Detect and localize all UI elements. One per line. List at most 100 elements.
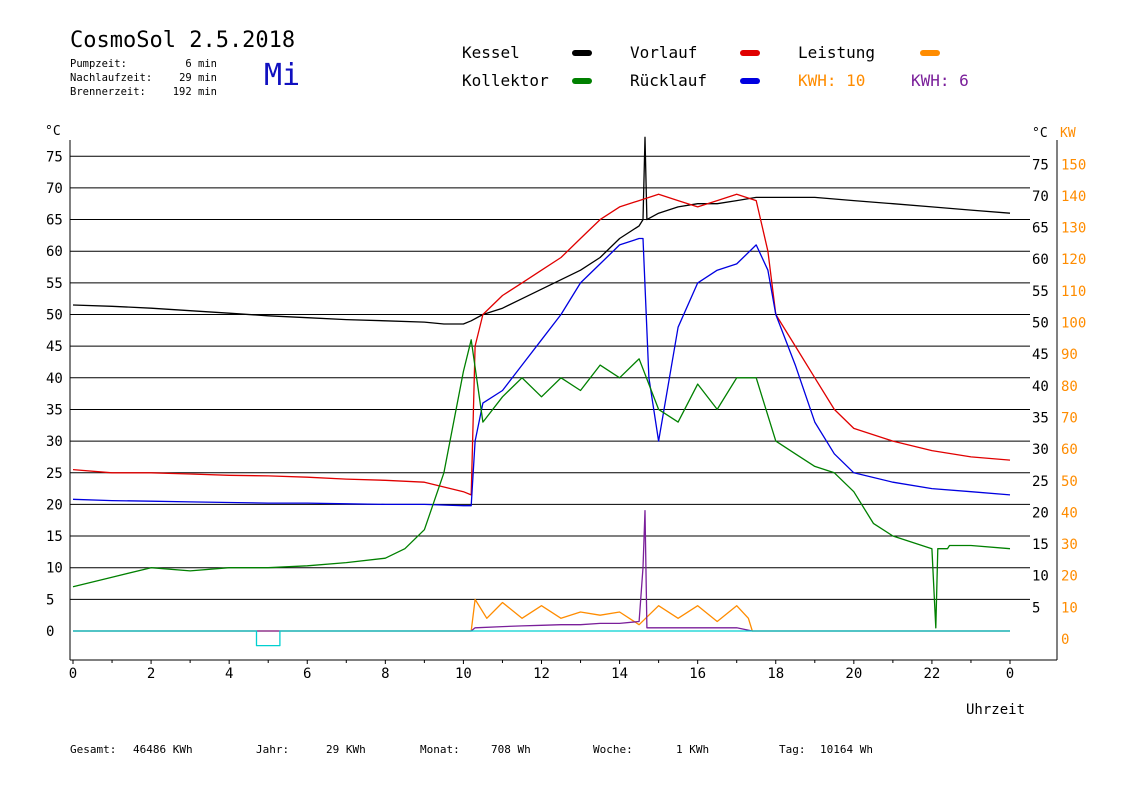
x-tick-label: 20 [845, 666, 862, 682]
footer-tag-label: Tag: [779, 743, 806, 756]
y-tick-label-right-c: 55 [1032, 284, 1049, 300]
x-tick-label: 0 [69, 666, 77, 682]
series-line-r-cklauf [72, 237, 1011, 507]
x-tick-label: 6 [303, 666, 311, 682]
series-line-kwh-10 [73, 598, 1010, 632]
x-tick-label: 18 [767, 666, 784, 682]
x-tick-label: 12 [533, 666, 550, 682]
y-tick-label-right-c: 20 [1032, 505, 1049, 521]
y-tick-label-left: 30 [46, 434, 63, 450]
y-tick-label-left: 60 [46, 244, 63, 260]
y-tick-label-right-kw: 40 [1061, 505, 1078, 521]
footer-woche-value: 1 KWh [676, 743, 710, 756]
y-tick-label-left: 35 [46, 402, 63, 418]
y-tick-label-right-kw: 120 [1061, 252, 1086, 268]
series-line-kwh-6 [73, 510, 1010, 632]
y-tick-label-right-kw: 130 [1061, 221, 1086, 237]
legend-leistung-swatch [920, 50, 940, 56]
legend-ruecklauf-swatch [740, 78, 760, 84]
y-tick-label-right-c: 35 [1032, 410, 1049, 426]
y-tick-label-right-c: 10 [1032, 569, 1049, 585]
legend-kollektor-label: Kollektor [462, 71, 549, 90]
x-tick-label: 16 [689, 666, 706, 682]
y-tick-label-right-kw: 150 [1061, 157, 1086, 173]
y-unit-right-kw: KW [1060, 126, 1076, 141]
y-tick-label-left: 20 [46, 497, 63, 513]
y-tick-label-right-kw: 100 [1061, 316, 1086, 332]
y-tick-label-right-c: 5 [1032, 600, 1040, 616]
y-tick-label-left: 40 [46, 371, 63, 387]
info-nachlaufzeit-label: Nachlaufzeit: [70, 72, 153, 84]
footer-gesamt-value: 46486 KWh [133, 743, 193, 756]
y-tick-label-right-c: 45 [1032, 347, 1049, 363]
y-tick-label-right-kw: 70 [1061, 410, 1078, 426]
y-tick-label-right-c: 25 [1032, 474, 1049, 490]
info-pumpzeit-value: 6 min [185, 58, 217, 70]
legend-leistung-label: Leistung [798, 43, 876, 62]
y-tick-label-right-kw: 0 [1061, 632, 1069, 648]
y-tick-label-left: 75 [46, 149, 63, 165]
y-unit-right-c: °C [1032, 126, 1048, 141]
x-tick-label: 10 [455, 666, 472, 682]
y-tick-label-right-c: 70 [1032, 189, 1049, 205]
legend-kessel-label: Kessel [462, 43, 520, 62]
x-tick-label: 14 [611, 666, 628, 682]
y-tick-label-right-c: 75 [1032, 157, 1049, 173]
legend-kwh-orange: KWH: 10 [798, 71, 866, 90]
y-tick-label-right-kw: 10 [1061, 600, 1078, 616]
y-tick-label-right-c: 65 [1032, 221, 1049, 237]
y-tick-label-right-kw: 60 [1061, 442, 1078, 458]
legend-ruecklauf-label: Rücklauf [630, 71, 708, 90]
legend-vorlauf-swatch [740, 50, 760, 56]
y-tick-label-right-kw: 50 [1061, 474, 1078, 490]
y-tick-label-left: 55 [46, 276, 63, 292]
x-axis-label: Uhrzeit [966, 702, 1025, 718]
x-tick-label: 22 [923, 666, 940, 682]
y-tick-label-right-kw: 80 [1061, 379, 1078, 395]
series-line-kollektor [72, 339, 1011, 629]
footer-woche-label: Woche: [593, 743, 633, 756]
footer-jahr-value: 29 KWh [326, 743, 366, 756]
weekday-label: Mi [264, 58, 301, 93]
x-tick-label: 8 [381, 666, 389, 682]
y-tick-label-right-kw: 20 [1061, 569, 1078, 585]
footer-gesamt-label: Gesamt: [70, 743, 117, 756]
y-tick-label-right-c: 15 [1032, 537, 1049, 553]
x-tick-label: 0 [1006, 666, 1014, 682]
info-pumpzeit-label: Pumpzeit: [70, 58, 127, 70]
y-tick-label-left: 10 [46, 561, 63, 577]
series-line-vorlauf [72, 193, 1011, 496]
y-tick-label-right-c: 60 [1032, 252, 1049, 268]
y-tick-label-left: 15 [46, 529, 63, 545]
legend-kessel-swatch [572, 50, 592, 56]
y-tick-label-right-c: 50 [1032, 316, 1049, 332]
x-tick-label: 4 [225, 666, 233, 682]
y-unit-left: °C [45, 124, 61, 139]
legend-vorlauf-label: Vorlauf [630, 43, 698, 62]
y-tick-label-right-c: 30 [1032, 442, 1049, 458]
y-tick-label-right-kw: 90 [1061, 347, 1078, 363]
y-tick-label-left: 25 [46, 466, 63, 482]
y-tick-label-left: 45 [46, 339, 63, 355]
y-tick-label-left: 0 [46, 624, 54, 640]
y-tick-label-left: 5 [46, 592, 54, 608]
y-tick-label-right-kw: 30 [1061, 537, 1078, 553]
footer-tag-value: 10164 Wh [820, 743, 873, 756]
y-tick-label-left: 65 [46, 213, 63, 229]
y-tick-label-right-kw: 140 [1061, 189, 1086, 205]
y-tick-label-right-c: 40 [1032, 379, 1049, 395]
y-tick-label-left: 50 [46, 308, 63, 324]
series-line-kessel [72, 136, 1011, 325]
y-tick-label-left: 70 [46, 181, 63, 197]
footer-jahr-label: Jahr: [256, 743, 290, 756]
x-tick-label: 2 [147, 666, 155, 682]
info-brennerzeit-value: 192 min [172, 86, 217, 98]
info-brennerzeit-label: Brennerzeit: [70, 86, 146, 98]
info-nachlaufzeit-value: 29 min [179, 72, 217, 84]
y-tick-label-right-kw: 110 [1061, 284, 1086, 300]
footer-monat-label: Monat: [420, 743, 460, 756]
legend-kwh-purple: KWH: 6 [911, 71, 969, 90]
chart-title: CosmoSol 2.5.2018 [70, 28, 296, 53]
footer-monat-value: 708 Wh [491, 743, 531, 756]
